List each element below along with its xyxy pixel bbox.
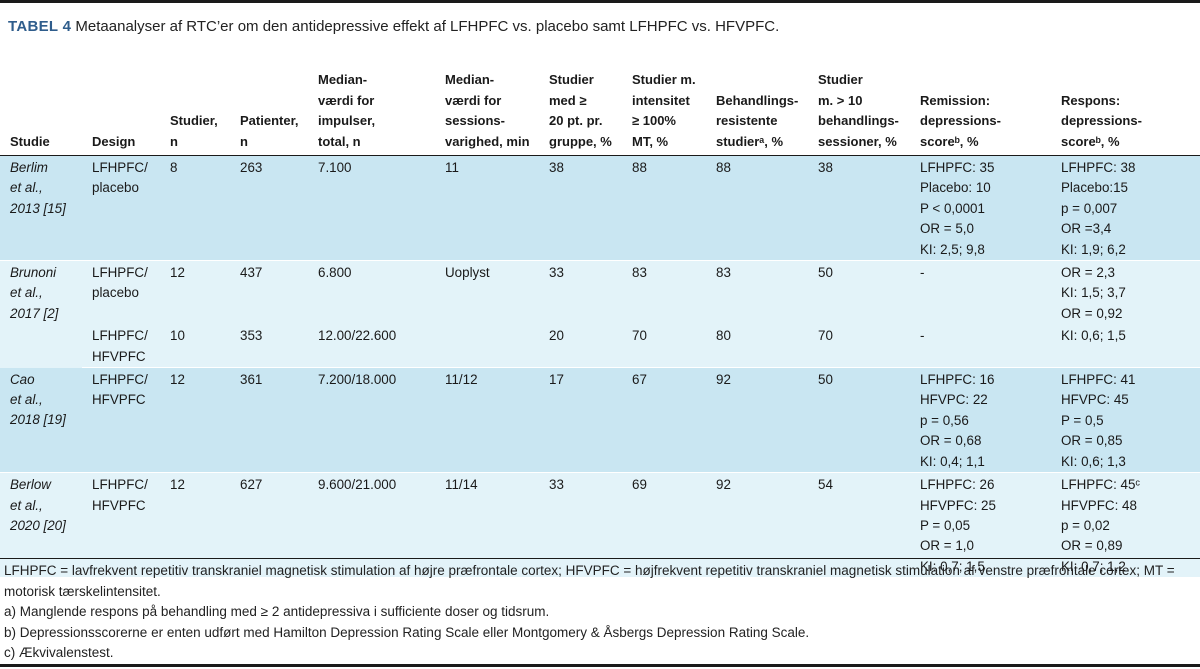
- table-cell: 263: [230, 155, 308, 262]
- table-cell: LFHPFC: 26 HFVPFC: 25 P = 0,05 OR = 1,0 …: [910, 472, 1051, 578]
- table-title: Metaanalyser af RTC’er om den antidepres…: [75, 18, 780, 35]
- table-cell: 70: [622, 324, 706, 369]
- table-row: LFHPFC/ HFVPFC 10 353 12.00/22.600 20 70 80 70-…: [0, 324, 1200, 369]
- table-row: Berlow et al., 2020 [20] LFHPFC/ HFVPFC 12…: [0, 472, 1200, 578]
- table-cell: LFHPFC: 41 HFVPC: 45 P = 0,5 OR = 0,85 K…: [1051, 367, 1200, 474]
- footnote: b) Depressionsscorerne er enten udført m…: [4, 624, 810, 640]
- table-cell: 83: [706, 260, 808, 325]
- table-footnotes: LFHPFC = lavfrekvent repetitiv transkran…: [0, 558, 1200, 664]
- table-header-row: Studie Design Studier, n Patienter, n Median…: [0, 70, 1200, 156]
- footnote: LFHPFC = lavfrekvent repetitiv transkran…: [4, 563, 1175, 599]
- table-cell: 7.200/18.000: [308, 367, 435, 474]
- table-cell: 50: [808, 367, 910, 474]
- table-cell: 38: [539, 155, 622, 262]
- table-cell: 9.600/21.000: [308, 472, 435, 578]
- table-row: Cao et al., 2018 [19] LFHPFC/ HFVPFC 12 361…: [0, 367, 1200, 474]
- table-cell: LFHPFC/ placebo: [82, 260, 160, 325]
- table-cell: 54: [808, 472, 910, 578]
- table-cell: LFHPFC/ HFVPFC: [82, 324, 160, 369]
- table-body: Berlim et al., 2013 [15] LFHPFC/ placebo 8…: [0, 155, 1200, 578]
- table-row: Berlim et al., 2013 [15] LFHPFC/ placebo 8…: [0, 155, 1200, 262]
- column-header: Remission: depressions- scoreᵇ, %: [910, 70, 1051, 156]
- table-cell: 92: [706, 472, 808, 578]
- table-cell: LFHPFC/ HFVPFC: [82, 367, 160, 474]
- table-cell: 12: [160, 472, 230, 578]
- table-cell: 6.800: [308, 260, 435, 325]
- table-cell: 10: [160, 324, 230, 369]
- table-cell: 88: [622, 155, 706, 262]
- table-cell: 92: [706, 367, 808, 474]
- table-cell: 12.00/22.600: [308, 324, 435, 369]
- table-cell: 361: [230, 367, 308, 474]
- column-header: Behandlings- resistente studierᵃ, %: [706, 70, 808, 156]
- footnote: c) Ækvivalenstest.: [4, 645, 114, 660]
- table-cell: LFHPFC/ placebo: [82, 155, 160, 262]
- table-cell: Uoplyst: [435, 260, 539, 325]
- table-cell: 50: [808, 260, 910, 325]
- column-header: Studier m. > 10 behandlings- sessioner, …: [808, 70, 910, 156]
- table-cell: 627: [230, 472, 308, 578]
- column-header: Studier m. intensitet ≥ 100% MT, %: [622, 70, 706, 156]
- bottom-rule: [0, 664, 1200, 667]
- table-row: Brunoni et al., 2017 [2] LFHPFC/ placebo 1…: [0, 260, 1200, 368]
- meta-analysis-table: Studie Design Studier, n Patienter, n Median…: [0, 70, 1200, 578]
- table-cell: 83: [622, 260, 706, 325]
- study-cell: Brunoni et al., 2017 [2]: [0, 260, 82, 368]
- footnote: a) Manglende respons på behandling med ≥…: [4, 604, 550, 619]
- table-cell: LFHPFC: 45ᶜ HFVPFC: 48 p = 0,02 OR = 0,8…: [1051, 472, 1200, 578]
- top-rule: [0, 0, 1200, 3]
- table-cell: 17: [539, 367, 622, 474]
- table-cell: 33: [539, 472, 622, 578]
- study-cell: Cao et al., 2018 [19]: [0, 367, 82, 474]
- table-label: TABEL 4: [8, 18, 72, 35]
- table-cell: 33: [539, 260, 622, 325]
- table-cell: 12: [160, 260, 230, 325]
- table-cell: -: [910, 324, 1051, 369]
- table-cell: LFHPFC: 16 HFVPC: 22 p = 0,56 OR = 0,68 …: [910, 367, 1051, 474]
- column-header: Studie: [0, 70, 82, 156]
- table-cell: 11/14: [435, 472, 539, 578]
- table-cell: 88: [706, 155, 808, 262]
- table-cell: 12: [160, 367, 230, 474]
- study-cell: Berlow et al., 2020 [20]: [0, 472, 82, 578]
- column-header: Studier med ≥ 20 pt. pr. gruppe, %: [539, 70, 622, 156]
- table-cell: 80: [706, 324, 808, 369]
- table-cell: 11: [435, 155, 539, 262]
- table-cell: 353: [230, 324, 308, 369]
- table-cell: 11/12: [435, 367, 539, 474]
- table-cell: 437: [230, 260, 308, 325]
- table-cell: LFHPFC: 35 Placebo: 10 P < 0,0001 OR = 5…: [910, 155, 1051, 262]
- table-cell: 67: [622, 367, 706, 474]
- table-cell: LFHPFC/ HFVPFC: [82, 472, 160, 578]
- table-cell: LFHPFC: 38 Placebo:15 p = 0,007 OR =3,4 …: [1051, 155, 1200, 262]
- table-cell: [435, 324, 539, 369]
- column-header: Patienter, n: [230, 70, 308, 156]
- column-header: Median- værdi for impulser, total, n: [308, 70, 435, 156]
- table-cell: 7.100: [308, 155, 435, 262]
- column-header: Studier, n: [160, 70, 230, 156]
- study-cell: Berlim et al., 2013 [15]: [0, 155, 82, 262]
- table-cell: 20: [539, 324, 622, 369]
- column-header: Design: [82, 70, 160, 156]
- table-cell: 8: [160, 155, 230, 262]
- table-cell: -: [910, 260, 1051, 325]
- table-cell: 70: [808, 324, 910, 369]
- table-caption: TABEL 4 Metaanalyser af RTC’er om den an…: [8, 16, 1188, 38]
- table-cell: KI: 0,6; 1,5: [1051, 324, 1200, 369]
- column-header: Respons: depressions- scoreᵇ, %: [1051, 70, 1200, 156]
- table-cell: OR = 2,3 KI: 1,5; 3,7 OR = 0,92: [1051, 260, 1200, 325]
- column-header: Median- værdi for sessions- varighed, mi…: [435, 70, 539, 156]
- table-cell: 69: [622, 472, 706, 578]
- table-cell: 38: [808, 155, 910, 262]
